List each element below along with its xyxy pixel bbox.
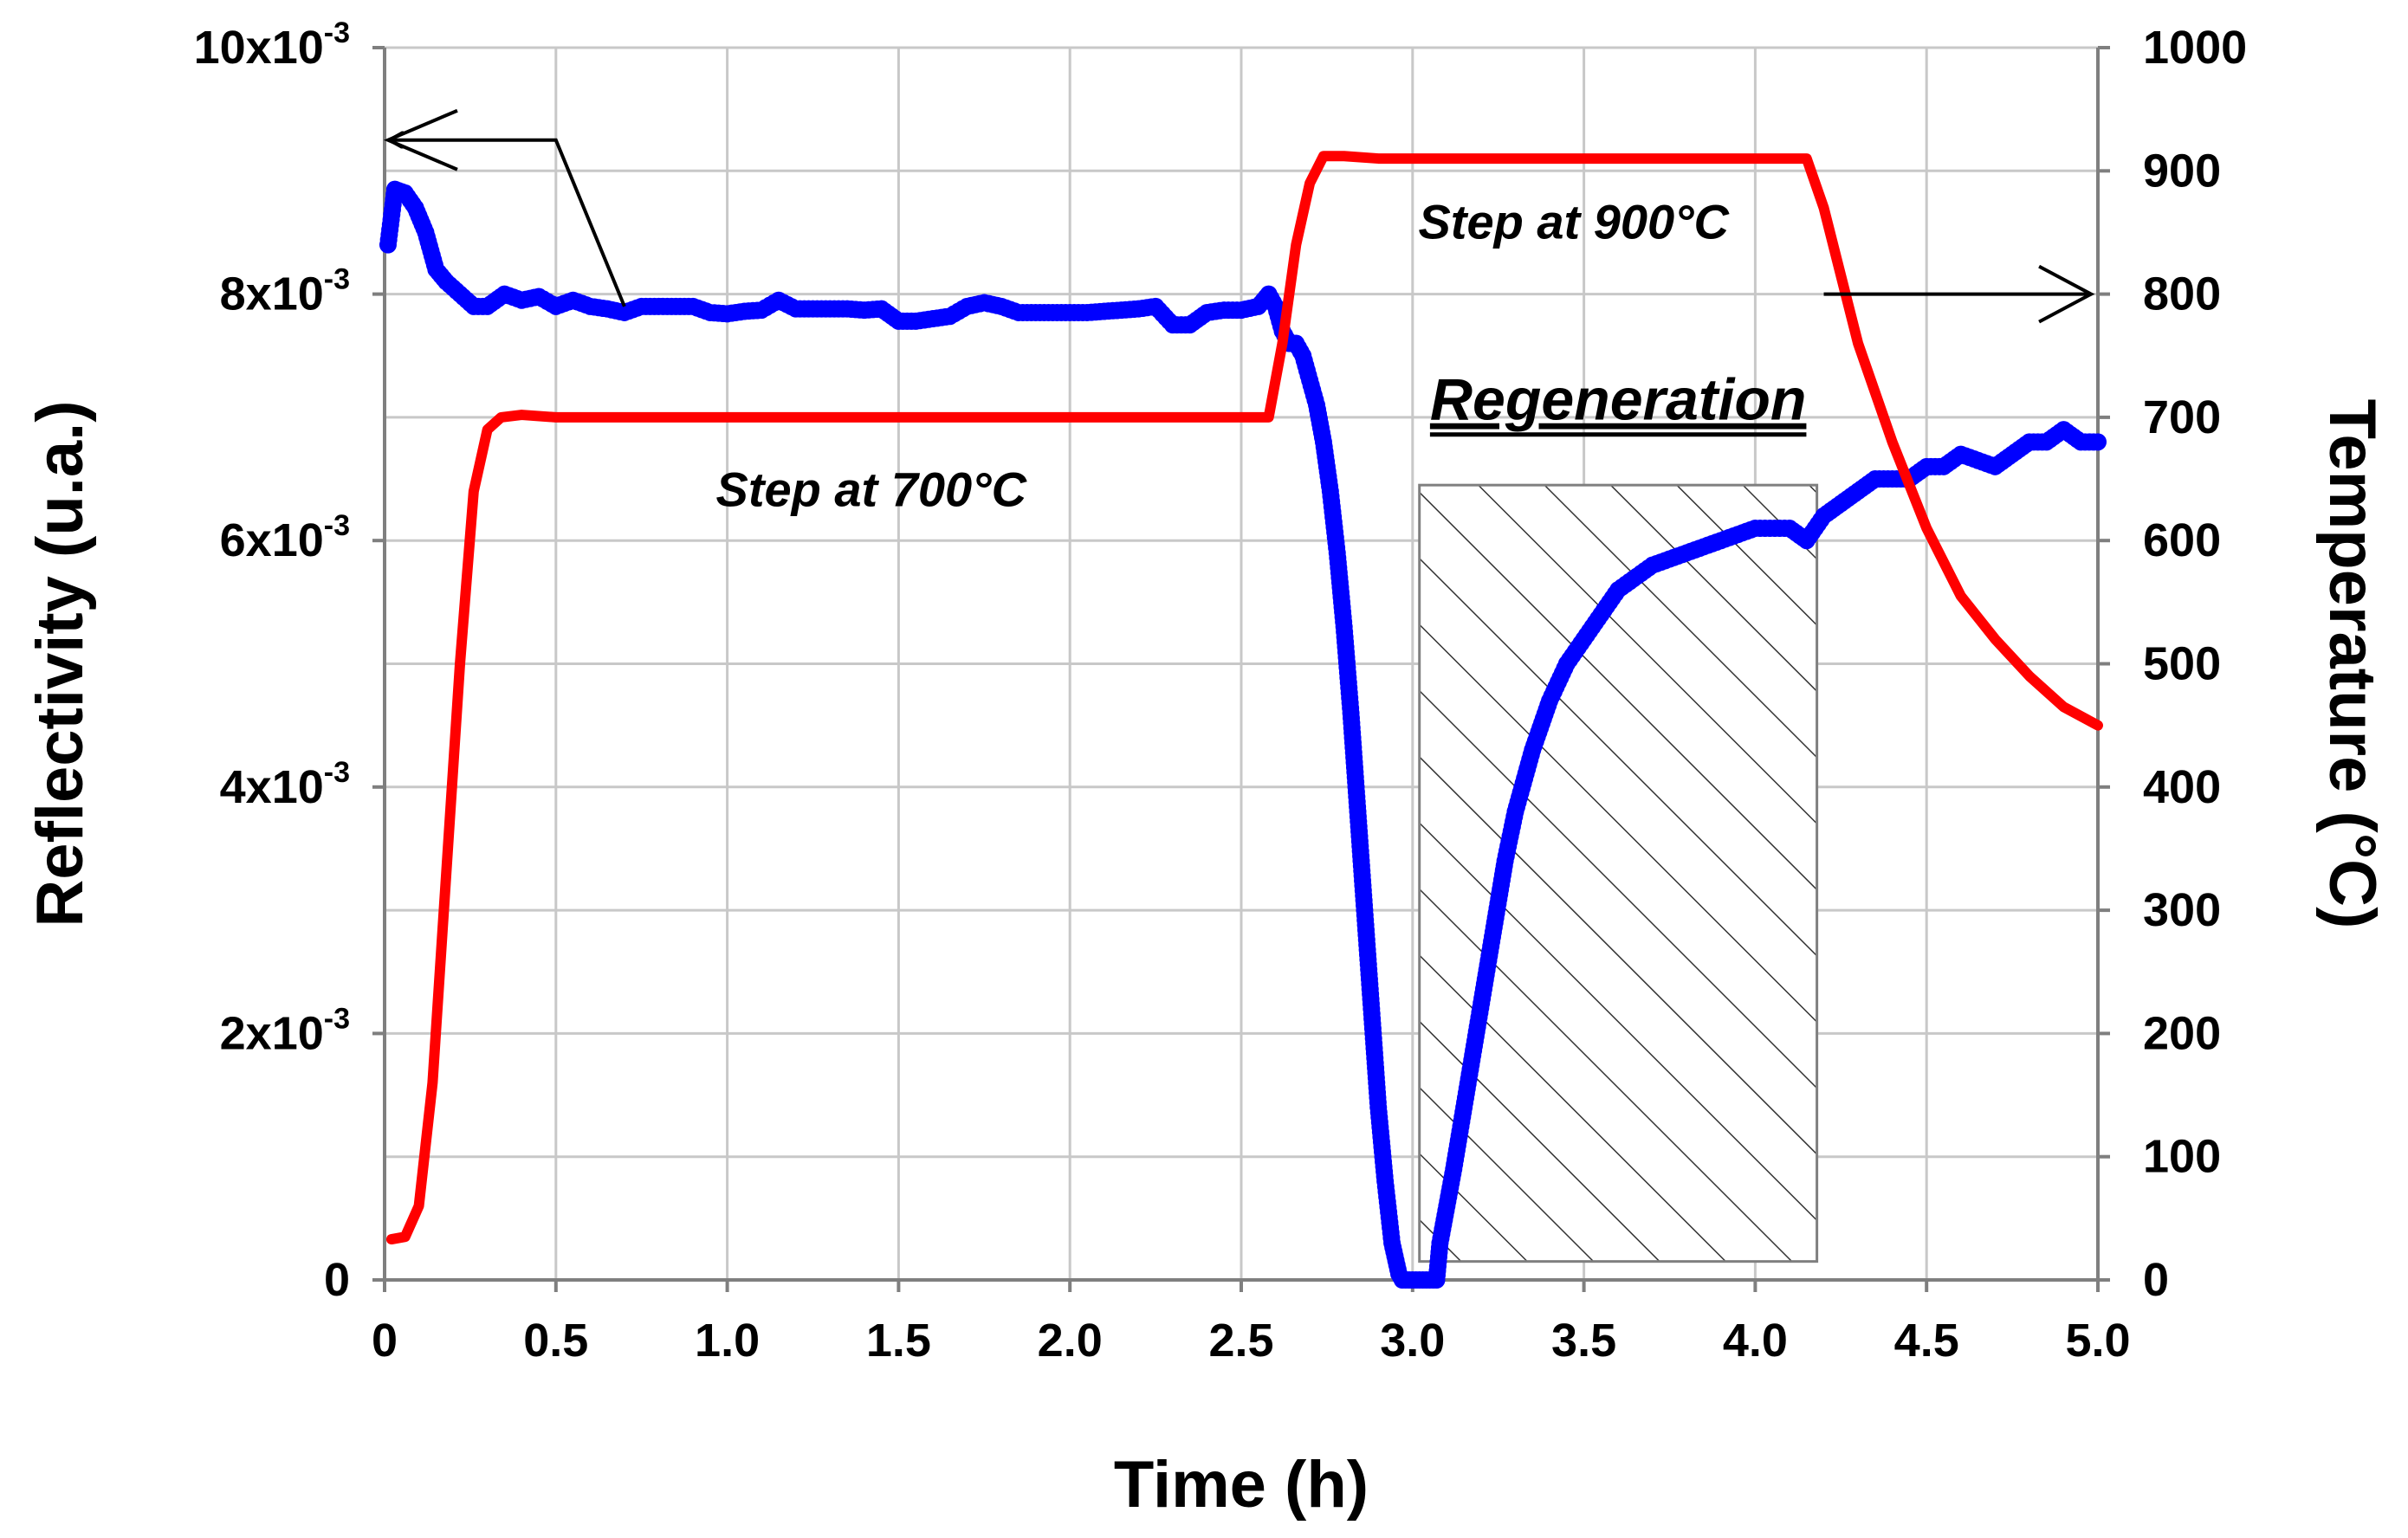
y2-tick-label: 300 [2143, 884, 2221, 936]
y2-axis-ticks: 0 100 200 300 400 500 600 700 800 900 1000 [2098, 22, 2247, 1306]
y-axis-ticks: 0 2x10-3 4x10-3 6x10-3 8x10-3 10x10-3 [194, 16, 385, 1306]
x-axis-title: Time (h) [1114, 1448, 1369, 1522]
x-tick-label: 5.0 [2065, 1315, 2130, 1367]
y2-tick-label: 500 [2143, 638, 2221, 690]
y-axis-title: Reflectivity (u.a.) [23, 400, 97, 927]
x-tick-label: 3.5 [1551, 1315, 1616, 1367]
y-tick-label: 8x10-3 [220, 263, 350, 320]
axis-pointer-arrows [383, 108, 2095, 437]
annotation-regeneration: Regeneration [1430, 367, 1807, 433]
y-tick-label: 6x10-3 [220, 509, 350, 566]
y2-tick-label: 0 [2143, 1254, 2169, 1306]
y-tick-label: 2x10-3 [220, 1002, 350, 1059]
x-tick-label: 4.5 [1894, 1315, 1959, 1367]
x-tick-label: 0.5 [523, 1315, 588, 1367]
reflectivity-markers [379, 180, 2107, 1289]
temperature-line [385, 151, 2103, 1245]
y2-tick-label: 1000 [2143, 22, 2247, 74]
arrow-head-left [383, 108, 458, 171]
x-tick-label: 0 [372, 1315, 398, 1367]
arrow-to-left-axis [388, 140, 626, 307]
series [379, 151, 2107, 1289]
regeneration-region [1418, 483, 1819, 1263]
y2-tick-label: 600 [2143, 514, 2221, 566]
regeneration-hatched-box [1418, 483, 1819, 1263]
gridlines [385, 46, 2100, 1280]
annotation-step-700: Step at 700°C [715, 462, 1027, 516]
annotation-step-900: Step at 900°C [1418, 195, 1730, 249]
y2-tick-label: 400 [2143, 761, 2221, 813]
y2-tick-label: 100 [2143, 1131, 2221, 1183]
y2-tick-label: 700 [2143, 391, 2221, 443]
x-tick-label: 2.0 [1038, 1315, 1103, 1367]
y-tick-label: 10x10-3 [194, 16, 350, 74]
x-tick-label: 1.5 [866, 1315, 931, 1367]
x-tick-label: 4.0 [1723, 1315, 1788, 1367]
y2-tick-label: 900 [2143, 145, 2221, 197]
reflectivity-point [2089, 433, 2107, 451]
y-tick-label: 0 [324, 1254, 350, 1306]
x-tick-label: 2.5 [1208, 1315, 1273, 1367]
y2-tick-label: 200 [2143, 1007, 2221, 1059]
y-tick-label: 4x10-3 [220, 756, 350, 813]
x-axis-ticks: 0 0.5 1.0 1.5 2.0 2.5 3.0 3.5 4.0 4.5 5.0 [372, 1280, 2131, 1367]
arrow-head-right [2038, 264, 2095, 324]
y2-tick-label: 800 [2143, 268, 2221, 320]
x-tick-label: 3.0 [1380, 1315, 1445, 1367]
x-tick-label: 1.0 [695, 1315, 760, 1367]
y2-axis-title: Temperature (°C) [2315, 399, 2389, 929]
